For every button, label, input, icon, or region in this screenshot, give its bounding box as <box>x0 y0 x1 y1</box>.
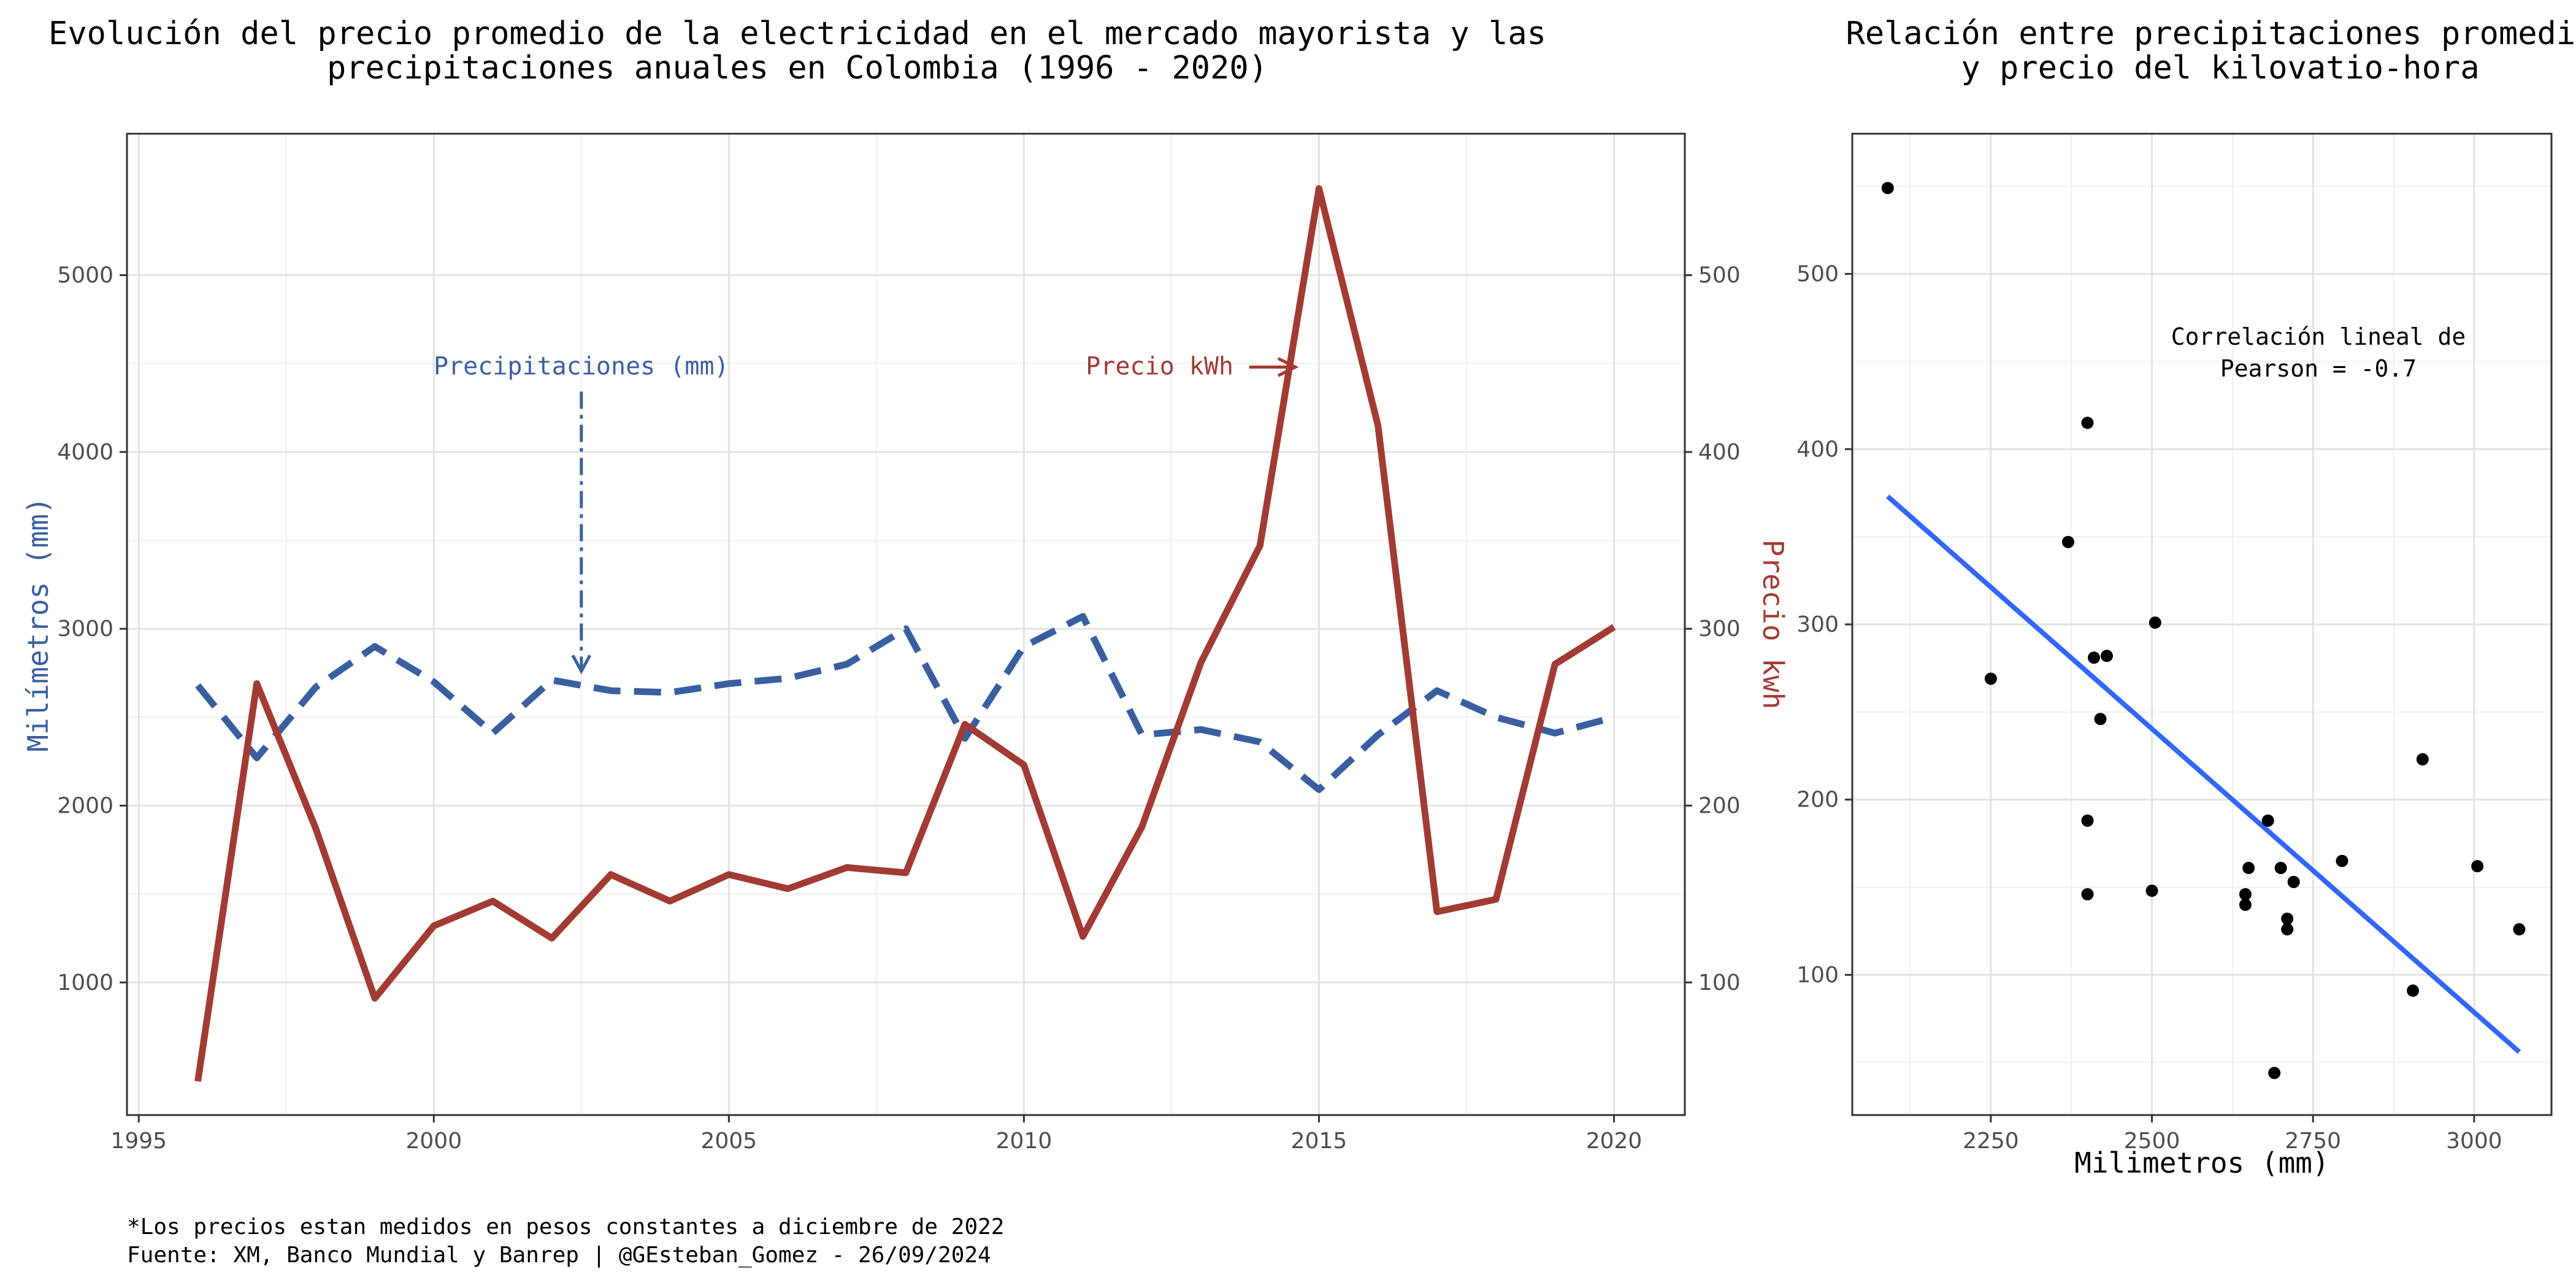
scatter-point <box>2094 713 2107 726</box>
left-y-tick-label: 3000 <box>57 616 113 642</box>
scatter-x-axis-title: Milimetros (mm) <box>2074 1146 2329 1179</box>
scatter-point <box>2081 416 2094 429</box>
precipitation-annotation-label: Precipitaciones (mm) <box>434 353 729 381</box>
time-series-panel: Evolución del precio promedio de la elec… <box>21 15 1790 1154</box>
scatter-point <box>2287 876 2300 888</box>
scatter-point <box>2101 650 2114 662</box>
price-annotation-label: Precio kWh <box>1086 353 1233 381</box>
scatter-point <box>2145 884 2158 897</box>
scatter-point <box>1881 182 1894 194</box>
price-annotation-arrowhead <box>1277 357 1299 377</box>
scatter-x-tick-label: 2500 <box>2124 1129 2180 1154</box>
scatter-point <box>2274 862 2287 875</box>
left-plot-border <box>126 132 1686 1116</box>
left-y-tick-label: 2000 <box>57 793 113 818</box>
right-chart-title-line2: y precio del kilovatio-hora <box>1961 50 2479 86</box>
scatter-point <box>2239 888 2252 900</box>
left-y-tick-label: 5000 <box>57 263 113 288</box>
left-x-tick-label: 2015 <box>1291 1129 1347 1154</box>
scatter-point <box>2081 815 2094 827</box>
scatter-y-tick-label: 200 <box>1796 788 1839 813</box>
left-x-tick-label: 2010 <box>996 1129 1052 1154</box>
scatter-y-tick-label: 500 <box>1796 262 1839 287</box>
left-x-tick-label: 1995 <box>110 1129 167 1154</box>
right-tick-labels: 2250 2500 2750 3000 100 200 300 400 500 <box>1796 262 2502 1154</box>
left-chart-title-line2: precipitaciones anuales en Colombia (199… <box>327 50 1268 86</box>
scatter-point <box>2407 984 2420 997</box>
left-x-tick-label: 2000 <box>405 1129 462 1154</box>
left-tick-labels: 1995 2000 2005 2010 2015 2020 1000 2000 3000 4000… <box>57 263 1740 1154</box>
scatter-y-tick-label: 300 <box>1796 612 1839 637</box>
right-y-tick-label: 400 <box>1698 440 1741 465</box>
correlation-note-line1: Correlación lineal de <box>2171 323 2466 350</box>
scatter-point <box>2088 651 2101 664</box>
right-gridlines <box>1852 134 2551 1115</box>
scatter-y-tick-label: 100 <box>1796 962 1839 987</box>
footnote-line2: Fuente: XM, Banco Mundial y Banrep | @GE… <box>127 1243 991 1268</box>
scatter-point <box>2281 913 2294 925</box>
scatter-panel: Relación entre precipitaciones promedio … <box>1796 15 2576 1179</box>
left-y-axis-title: Milímetros (mm) <box>21 497 55 751</box>
right-chart-title-line1: Relación entre precipitaciones promedio <box>1846 15 2576 52</box>
scatter-point <box>2336 854 2348 867</box>
precipitation-line <box>195 613 1615 793</box>
left-x-tick-label: 2005 <box>701 1129 757 1154</box>
left-gridlines <box>127 134 1685 1115</box>
scatter-x-tick-label: 2750 <box>2285 1129 2341 1154</box>
scatter-point <box>2416 753 2429 765</box>
scatter-point <box>2513 923 2526 936</box>
right-y-axis-title: Precio kwh <box>1757 540 1790 710</box>
scatter-point <box>2239 899 2252 911</box>
scatter-point <box>1984 672 1997 685</box>
precipitation-annotation-arrowhead <box>571 654 592 675</box>
scatter-point <box>2261 815 2274 827</box>
regression-line <box>1886 494 2521 1054</box>
scatter-point <box>2471 860 2484 873</box>
right-y-tick-label: 500 <box>1698 263 1741 288</box>
left-y-tick-label: 1000 <box>57 970 113 995</box>
right-y-tick-label: 200 <box>1698 793 1741 818</box>
scatter-y-tick-label: 400 <box>1796 437 1839 462</box>
right-y-tick-label: 300 <box>1698 616 1741 642</box>
left-series-layer <box>194 185 1616 1083</box>
correlation-note-line2: Pearson = -0.7 <box>2220 355 2417 382</box>
left-plot-area <box>127 134 1685 1115</box>
left-y-tick-label: 4000 <box>57 440 113 465</box>
scatter-x-tick-label: 3000 <box>2446 1129 2502 1154</box>
scatter-point <box>2061 535 2074 548</box>
left-chart-title-line1: Evolución del precio promedio de la elec… <box>48 15 1546 52</box>
left-annotations: Precipitaciones (mm) Precio kWh <box>434 353 1299 675</box>
scatter-point <box>2081 888 2094 900</box>
left-x-tick-label: 2020 <box>1586 1129 1643 1154</box>
scatter-point <box>2281 923 2294 936</box>
scatter-point <box>2242 862 2255 875</box>
right-y-tick-label: 100 <box>1698 970 1741 995</box>
scatter-point <box>2149 616 2161 629</box>
right-marks-layer <box>1881 182 2526 1079</box>
price-line <box>194 185 1616 1083</box>
scatter-x-tick-label: 2250 <box>1963 1129 2019 1154</box>
footnote-line1: *Los precios estan medidos en pesos cons… <box>127 1214 1004 1240</box>
scatter-point <box>2268 1067 2281 1079</box>
